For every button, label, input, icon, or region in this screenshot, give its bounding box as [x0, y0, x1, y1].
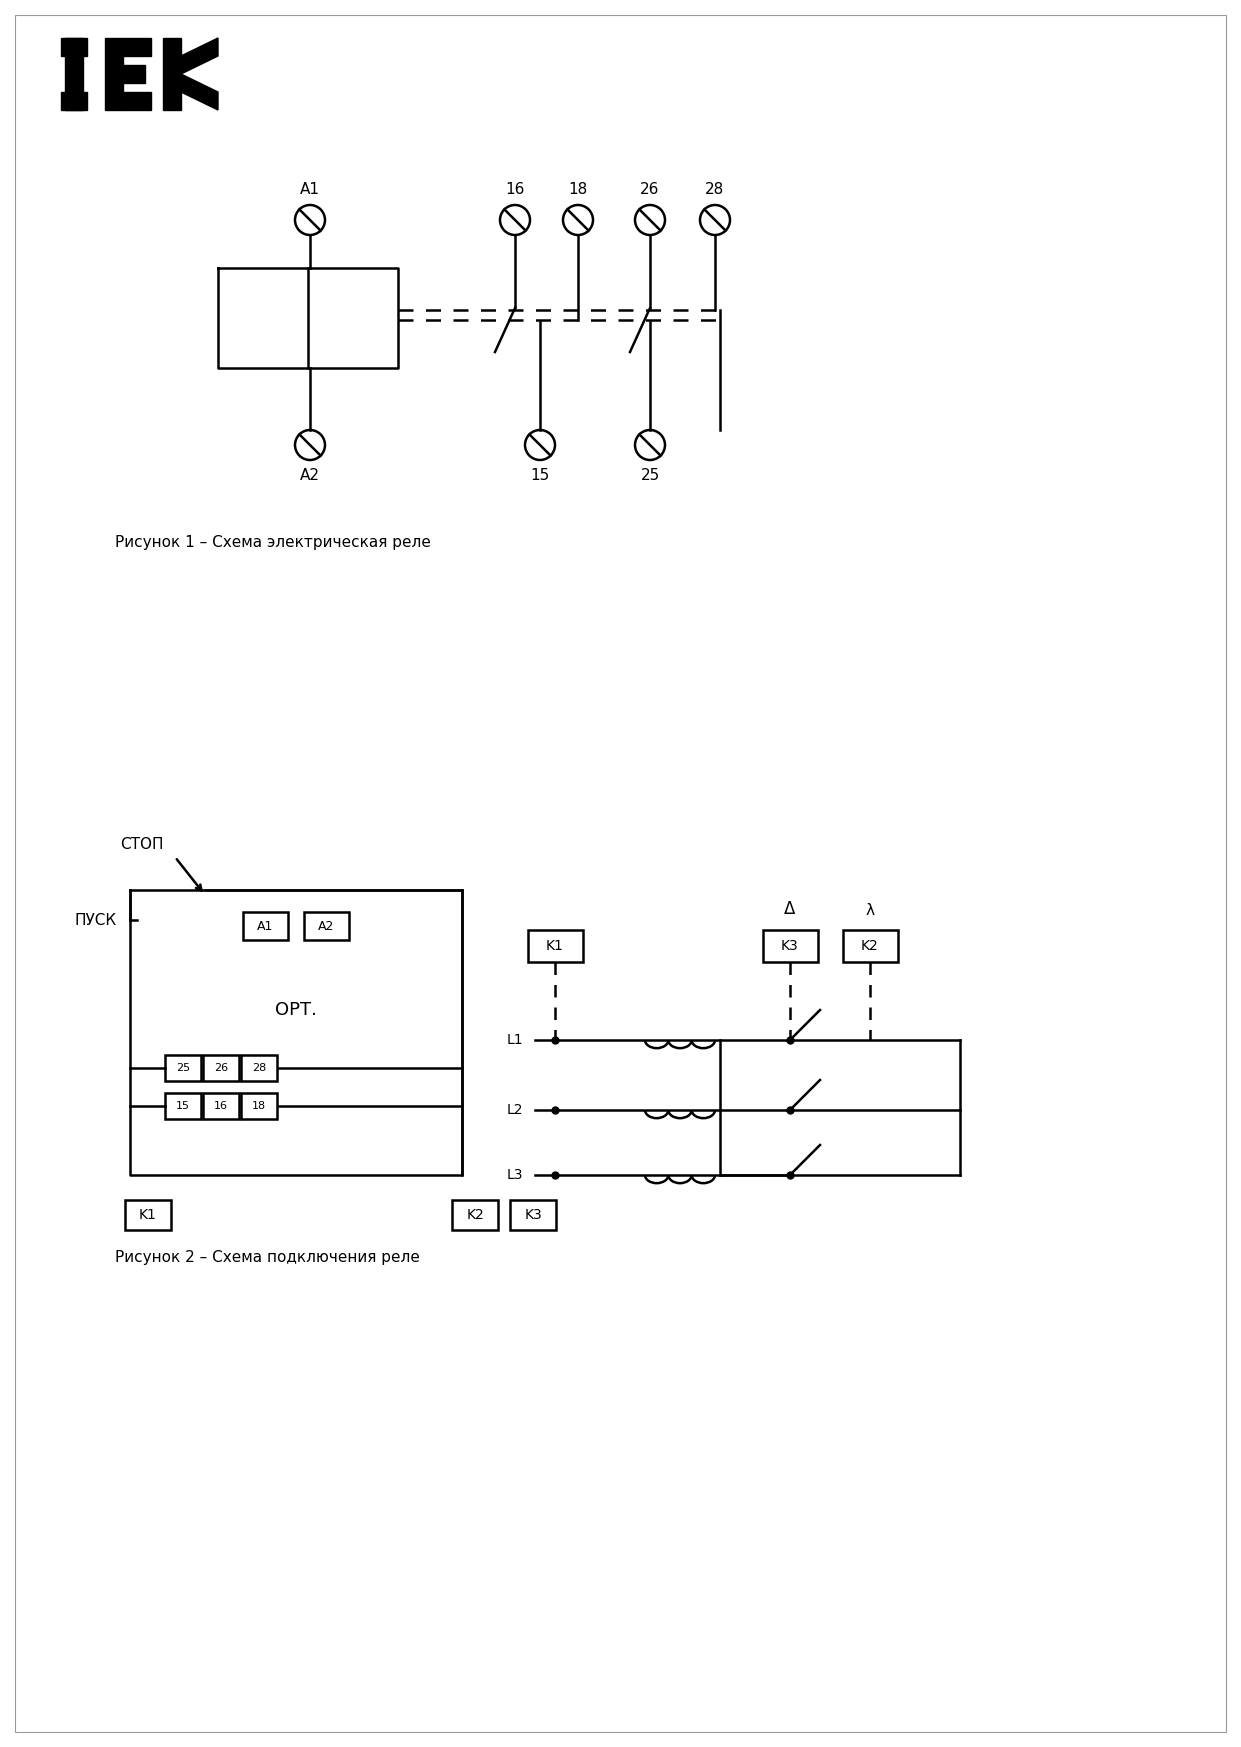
Text: K2: K2: [467, 1207, 484, 1221]
Text: L3: L3: [506, 1169, 522, 1183]
Text: K3: K3: [524, 1207, 542, 1221]
Bar: [843, 929, 897, 963]
Text: K3: K3: [781, 938, 799, 954]
Text: 18: 18: [568, 182, 588, 197]
Text: СТОП: СТОП: [120, 837, 164, 853]
Polygon shape: [181, 73, 218, 110]
Bar: [452, 1200, 498, 1230]
Text: Рисунок 2 – Схема подключения реле: Рисунок 2 – Схема подключения реле: [115, 1251, 419, 1265]
Text: ПУСК: ПУСК: [74, 912, 117, 928]
Text: Δ: Δ: [784, 900, 795, 917]
Polygon shape: [181, 38, 218, 73]
Bar: [243, 912, 288, 940]
Bar: [123, 93, 151, 110]
Text: A1: A1: [300, 182, 320, 197]
Text: 28: 28: [705, 182, 725, 197]
Text: K2: K2: [861, 938, 879, 954]
Text: 28: 28: [252, 1062, 266, 1073]
Bar: [510, 1200, 556, 1230]
Text: ОРТ.: ОРТ.: [276, 1001, 316, 1019]
Bar: [165, 1055, 201, 1081]
Bar: [241, 1094, 277, 1120]
Text: 25: 25: [640, 468, 660, 482]
Text: A2: A2: [318, 919, 335, 933]
Text: 26: 26: [640, 182, 660, 197]
Bar: [105, 38, 123, 110]
Bar: [123, 65, 145, 84]
Text: 25: 25: [176, 1062, 190, 1073]
Bar: [61, 38, 87, 56]
Text: L2: L2: [506, 1102, 522, 1116]
Bar: [163, 38, 181, 110]
Text: 15: 15: [176, 1101, 190, 1111]
Bar: [204, 1055, 240, 1081]
Bar: [123, 38, 151, 56]
Bar: [165, 1094, 201, 1120]
Bar: [65, 38, 83, 110]
Bar: [762, 929, 818, 963]
Text: A2: A2: [300, 468, 320, 482]
Bar: [304, 912, 349, 940]
Bar: [204, 1094, 240, 1120]
Text: K1: K1: [546, 938, 563, 954]
Text: 18: 18: [252, 1101, 266, 1111]
Text: L1: L1: [506, 1032, 522, 1046]
Bar: [125, 1200, 171, 1230]
Text: 15: 15: [530, 468, 550, 482]
Text: λ: λ: [865, 903, 875, 917]
Text: K1: K1: [139, 1207, 156, 1221]
Bar: [61, 93, 87, 110]
Text: 16: 16: [505, 182, 525, 197]
Text: Рисунок 1 – Схема электрическая реле: Рисунок 1 – Схема электрическая реле: [115, 535, 431, 550]
Bar: [241, 1055, 277, 1081]
Text: A1: A1: [257, 919, 274, 933]
Text: 26: 26: [213, 1062, 228, 1073]
Bar: [527, 929, 582, 963]
Text: 16: 16: [213, 1101, 228, 1111]
